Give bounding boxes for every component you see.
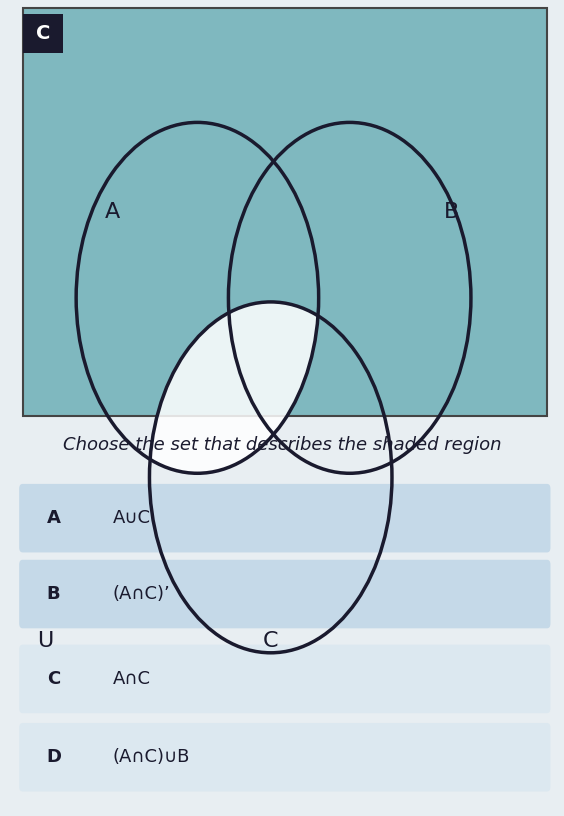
Text: A∩C: A∩C (113, 670, 151, 688)
Text: B: B (47, 585, 60, 603)
Text: (A∩C)∪B: (A∩C)∪B (113, 748, 190, 766)
Text: (A∩C)’: (A∩C)’ (113, 585, 170, 603)
Text: U: U (37, 631, 53, 650)
Text: C: C (36, 24, 50, 43)
FancyBboxPatch shape (19, 645, 550, 713)
Text: A: A (47, 509, 60, 527)
FancyBboxPatch shape (19, 723, 550, 792)
Text: C: C (47, 670, 60, 688)
FancyBboxPatch shape (19, 560, 550, 628)
Bar (23, 8, 547, 416)
Bar (23, 14, 63, 53)
Text: B: B (443, 202, 459, 222)
Text: Choose the set that describes the shaded region: Choose the set that describes the shaded… (63, 436, 501, 454)
FancyBboxPatch shape (19, 484, 550, 552)
Text: A: A (105, 202, 121, 222)
Text: C: C (263, 631, 279, 650)
Text: A∪C: A∪C (113, 509, 151, 527)
Text: D: D (46, 748, 61, 766)
Polygon shape (150, 302, 318, 473)
